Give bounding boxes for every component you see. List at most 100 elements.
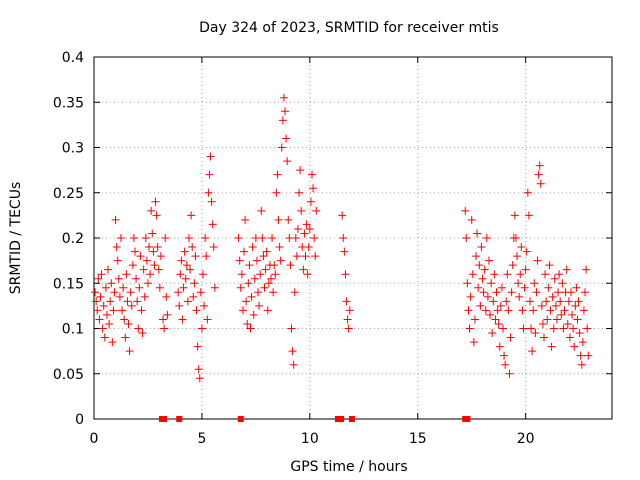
data-point xyxy=(548,292,557,301)
data-point xyxy=(311,252,320,261)
x-tick-label: 20 xyxy=(517,431,535,447)
data-point xyxy=(472,252,481,261)
data-point xyxy=(507,288,516,297)
data-point xyxy=(109,306,118,315)
data-point xyxy=(275,243,284,252)
data-point xyxy=(138,329,147,338)
zero-marker xyxy=(464,416,471,422)
data-point xyxy=(480,265,489,274)
y-tick-label: 0.05 xyxy=(53,367,84,383)
data-point xyxy=(91,288,100,297)
data-point xyxy=(530,279,539,288)
data-point xyxy=(272,188,281,197)
data-point xyxy=(463,279,472,288)
data-point xyxy=(143,279,152,288)
data-points xyxy=(91,93,593,422)
data-point xyxy=(564,297,573,306)
data-point xyxy=(108,338,117,347)
data-point xyxy=(339,234,348,242)
data-point xyxy=(495,342,504,351)
data-point xyxy=(111,215,120,224)
data-point xyxy=(254,288,263,297)
data-point xyxy=(338,211,347,220)
data-point xyxy=(260,283,269,292)
y-tick-label: 0.3 xyxy=(62,141,84,157)
data-point xyxy=(504,306,513,315)
data-point xyxy=(97,270,106,279)
y-tick-label: 0.25 xyxy=(53,186,84,202)
data-point xyxy=(543,315,552,324)
data-point xyxy=(520,283,529,292)
x-axis-label: GPS time / hours xyxy=(290,459,407,475)
data-point xyxy=(503,270,512,279)
data-point xyxy=(571,301,580,310)
data-point xyxy=(562,265,571,274)
data-point xyxy=(575,329,584,338)
data-point xyxy=(181,274,190,283)
y-tick-label: 0.1 xyxy=(62,322,84,338)
data-point xyxy=(119,283,128,292)
data-point xyxy=(496,301,505,310)
y-tick-label: 0.2 xyxy=(62,231,84,247)
data-point xyxy=(142,256,151,265)
data-point xyxy=(490,270,499,279)
data-point xyxy=(99,301,108,310)
data-point xyxy=(502,297,511,306)
data-point xyxy=(307,170,316,179)
data-point xyxy=(245,261,254,270)
data-point xyxy=(243,319,252,328)
data-point xyxy=(484,256,493,265)
data-point xyxy=(95,315,104,324)
data-point xyxy=(494,319,503,328)
data-point xyxy=(293,224,302,233)
data-point xyxy=(184,234,193,242)
data-point xyxy=(241,215,250,224)
data-point xyxy=(289,360,298,369)
data-point xyxy=(127,301,136,310)
data-point xyxy=(540,333,549,342)
data-point xyxy=(491,315,500,324)
data-point xyxy=(279,93,288,102)
data-point xyxy=(544,283,553,292)
zero-marker xyxy=(161,416,168,422)
data-point xyxy=(286,261,295,270)
data-point xyxy=(93,306,102,315)
data-point xyxy=(291,234,300,242)
data-point xyxy=(497,283,506,292)
data-point xyxy=(552,315,561,324)
data-point xyxy=(210,283,219,292)
data-point xyxy=(492,288,501,297)
data-point xyxy=(201,234,210,242)
data-point xyxy=(177,256,186,265)
data-point xyxy=(283,157,292,166)
data-point xyxy=(536,179,545,188)
grid-lines xyxy=(94,57,612,419)
data-point xyxy=(295,188,304,197)
data-point xyxy=(524,211,533,220)
data-point xyxy=(112,243,121,252)
data-point xyxy=(550,274,559,283)
data-point xyxy=(252,256,261,265)
data-point xyxy=(519,324,528,333)
data-point xyxy=(152,211,161,220)
data-point xyxy=(156,252,165,261)
data-point xyxy=(506,333,515,342)
data-point xyxy=(581,288,590,297)
data-point xyxy=(556,297,565,306)
data-point xyxy=(110,288,119,297)
data-point xyxy=(135,283,144,292)
data-point xyxy=(310,234,319,242)
zero-marker xyxy=(338,416,345,422)
data-point xyxy=(549,324,558,333)
data-point xyxy=(250,274,259,283)
zero-marker xyxy=(334,416,341,422)
data-point xyxy=(116,234,125,242)
data-point xyxy=(537,301,546,310)
chart-title: Day 324 of 2023, SRMTID for receiver mti… xyxy=(199,20,499,36)
data-point xyxy=(479,288,488,297)
data-point xyxy=(462,234,471,242)
data-point xyxy=(162,292,171,301)
data-point xyxy=(522,247,531,256)
data-point xyxy=(141,234,150,242)
data-point xyxy=(196,288,205,297)
